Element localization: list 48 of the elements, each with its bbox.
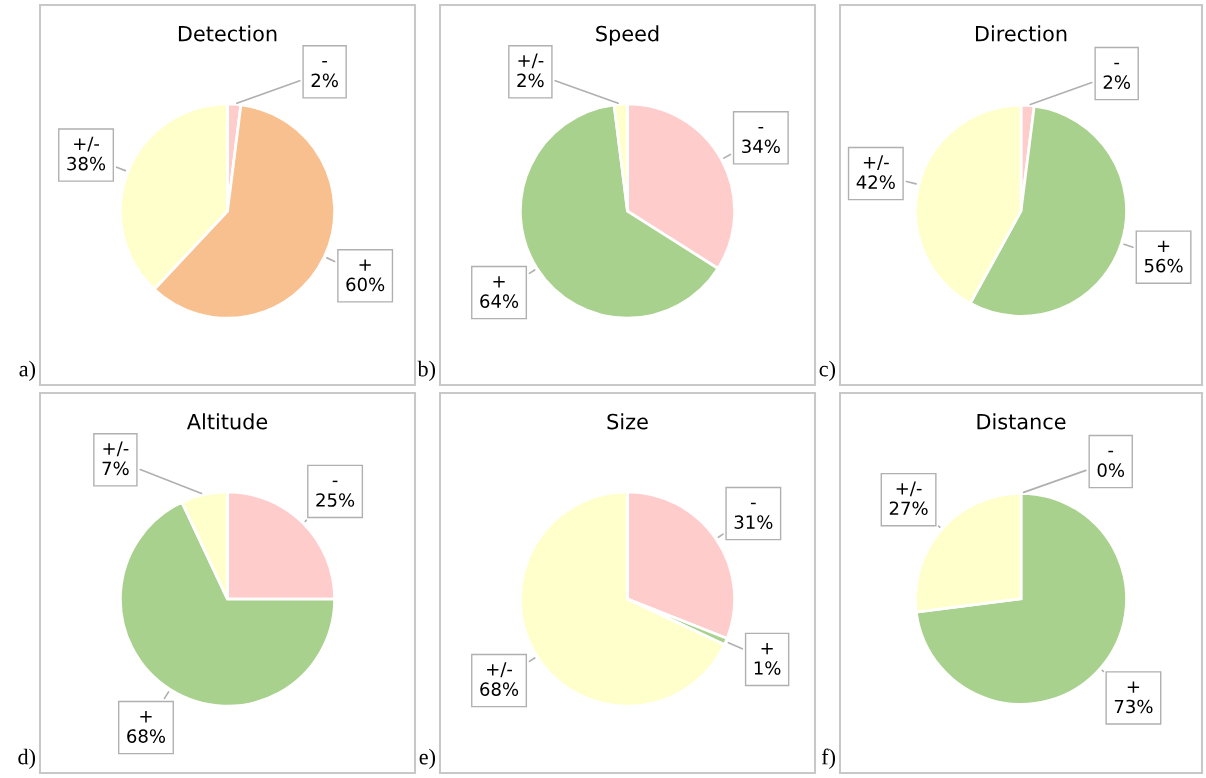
- data-label: 2%: [311, 73, 338, 88]
- data-label: 2%: [517, 73, 544, 88]
- slice-label: +: [493, 276, 505, 288]
- chart-title: Distance: [977, 413, 1066, 430]
- chart-title: Direction: [975, 25, 1067, 42]
- text: 0%: [1097, 463, 1125, 477]
- chart-title: Speed: [596, 25, 659, 46]
- data-label: 73%: [1114, 699, 1153, 714]
- data-label: 34%: [742, 139, 780, 154]
- slice-label: +: [140, 711, 152, 723]
- text: a): [19, 360, 36, 381]
- data-label: 56%: [1144, 258, 1183, 273]
- data-label: 31%: [734, 515, 773, 529]
- slice-label: -: [750, 502, 756, 505]
- slice-label: -: [332, 480, 338, 483]
- slice-label: +: [1127, 681, 1140, 693]
- data-label: 68%: [127, 729, 166, 743]
- slice-label: +: [359, 259, 371, 271]
- slice-label: -: [1114, 62, 1120, 65]
- slice-label: -: [758, 126, 764, 129]
- text: f): [821, 748, 836, 769]
- slice-label: +: [1157, 240, 1170, 253]
- chart-title: Altitude: [186, 413, 268, 430]
- data-label: 25%: [316, 493, 355, 507]
- text: c): [819, 360, 836, 381]
- slice-label: +/-: [103, 441, 129, 457]
- text: e): [419, 748, 436, 769]
- slice-label: +/-: [518, 53, 544, 69]
- slice-label: +/-: [74, 136, 100, 152]
- data-label: 68%: [480, 682, 519, 696]
- data-label: 2%: [1103, 75, 1131, 89]
- data-label: 42%: [856, 175, 895, 189]
- slice-label: +/-: [896, 481, 922, 497]
- data-label: 64%: [480, 294, 519, 308]
- category-label: -: [1108, 450, 1114, 453]
- data-label: 7%: [102, 461, 129, 476]
- slice-label: +/-: [487, 662, 513, 678]
- chart-title: Detection: [178, 25, 277, 42]
- slice-label: +/-: [863, 155, 889, 171]
- chart-title: Size: [607, 413, 648, 430]
- data-label: 27%: [889, 501, 928, 516]
- data-label: 1%: [754, 661, 781, 675]
- data-label: 38%: [67, 156, 106, 171]
- text: d): [18, 748, 36, 769]
- data-label: 60%: [346, 277, 385, 292]
- text: b): [417, 360, 436, 381]
- slice-label: +: [761, 643, 773, 655]
- slice-label: -: [322, 60, 327, 63]
